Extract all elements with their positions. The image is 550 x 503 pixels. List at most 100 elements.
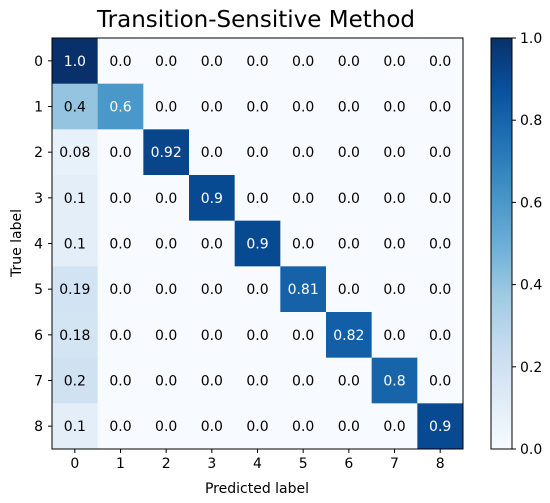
- heatmap-cell: [97, 83, 144, 130]
- heatmap-cell: [280, 83, 327, 130]
- cell-value-label: 0.9: [246, 237, 268, 253]
- heatmap-cell: [189, 38, 236, 85]
- x-tick-label: 5: [299, 456, 308, 472]
- cell-value-label: 0.0: [201, 419, 223, 435]
- x-tick-label: 8: [436, 456, 445, 472]
- cell-value-label: 0.0: [429, 237, 451, 253]
- cell-value-label: 0.0: [155, 100, 177, 116]
- heatmap-cell: [97, 129, 144, 176]
- y-tick-label: 6: [34, 328, 43, 344]
- cell-value-label: 0.0: [383, 100, 405, 116]
- heatmap-cell: [234, 175, 281, 222]
- heatmap-cell: [417, 175, 464, 222]
- cell-value-label: 0.0: [246, 100, 268, 116]
- heatmap-cell: [417, 266, 464, 313]
- cell-value-label: 0.0: [338, 419, 360, 435]
- heatmap-cell: [326, 175, 373, 222]
- heatmap-cell: [234, 312, 281, 359]
- colorbar-tick-label: 0.2: [520, 360, 542, 376]
- heatmap-cell: [371, 266, 418, 313]
- cell-value-label: 0.0: [109, 419, 131, 435]
- cell-value-label: 0.0: [109, 145, 131, 161]
- cell-value-label: 0.0: [246, 328, 268, 344]
- heatmap-cell: [97, 312, 144, 359]
- cell-value-label: 0.0: [246, 145, 268, 161]
- heatmap-cell: [326, 38, 373, 85]
- heatmap-cell: [326, 357, 373, 404]
- heatmap-cell: [280, 220, 327, 267]
- heatmap-cell: [97, 357, 144, 404]
- colorbar-tick-label: 0.6: [520, 195, 542, 211]
- heatmap-cell: [326, 312, 373, 359]
- heatmap-cell: [326, 129, 373, 176]
- cell-value-label: 0.0: [201, 282, 223, 298]
- cell-value-label: 0.0: [429, 145, 451, 161]
- heatmap-cell: [417, 357, 464, 404]
- heatmap-cell: [52, 129, 99, 176]
- heatmap-cell: [189, 129, 236, 176]
- cell-value-label: 0.0: [429, 191, 451, 207]
- heatmap-cell: [97, 220, 144, 267]
- cell-value-label: 0.92: [151, 145, 182, 161]
- cell-value-label: 0.0: [246, 419, 268, 435]
- x-tick-label: 4: [253, 456, 262, 472]
- cell-value-label: 0.0: [155, 374, 177, 390]
- cell-value-label: 0.0: [338, 237, 360, 253]
- heatmap-cell: [371, 220, 418, 267]
- heatmap-cell: [280, 129, 327, 176]
- heatmap-cell: [189, 357, 236, 404]
- heatmap-cell: [143, 38, 190, 85]
- cell-value-label: 0.0: [338, 374, 360, 390]
- cell-value-label: 0.0: [338, 145, 360, 161]
- heatmap-cell: [234, 83, 281, 130]
- heatmap-cell: [326, 403, 373, 450]
- cell-value-label: 0.0: [383, 419, 405, 435]
- cell-value-label: 0.0: [109, 237, 131, 253]
- cell-value-label: 0.0: [292, 100, 314, 116]
- cell-value-label: 0.0: [383, 237, 405, 253]
- cell-value-label: 0.0: [429, 328, 451, 344]
- heatmap-cell: [189, 83, 236, 130]
- cell-value-label: 0.0: [429, 100, 451, 116]
- cell-value-label: 0.0: [155, 54, 177, 70]
- cell-value-label: 0.0: [383, 54, 405, 70]
- heatmap-cells: 1.0 0.0 0.0 0.0 0.0 0.0 0.0 0.0 0.0 0.4 0.6 0.0 0.0 0…: [52, 38, 464, 450]
- heatmap-cell: [52, 403, 99, 450]
- heatmap-cell: [417, 403, 464, 450]
- heatmap-cell: [189, 175, 236, 222]
- cell-value-label: 0.0: [109, 191, 131, 207]
- heatmap-cell: [234, 129, 281, 176]
- cell-value-label: 0.0: [383, 282, 405, 298]
- heatmap-cell: [371, 403, 418, 450]
- heatmap-cell: [371, 357, 418, 404]
- cell-value-label: 0.4: [64, 100, 86, 116]
- colorbar-tick-label: 0.8: [520, 113, 542, 129]
- cell-value-label: 0.81: [288, 282, 319, 298]
- heatmap-cell: [371, 38, 418, 85]
- cell-value-label: 0.0: [338, 191, 360, 207]
- heatmap-cell: [234, 38, 281, 85]
- cell-value-label: 0.1: [64, 419, 86, 435]
- heatmap-cell: [52, 220, 99, 267]
- cell-value-label: 0.0: [109, 54, 131, 70]
- heatmap-cell: [97, 266, 144, 313]
- heatmap-cell: [189, 312, 236, 359]
- heatmap-cell: [143, 83, 190, 130]
- cell-value-label: 0.0: [155, 282, 177, 298]
- chart-title: Transition-Sensitive Method: [96, 7, 415, 33]
- cell-value-label: 0.0: [292, 419, 314, 435]
- cell-value-label: 0.0: [109, 282, 131, 298]
- heatmap-cell: [52, 312, 99, 359]
- cell-value-label: 0.1: [64, 237, 86, 253]
- x-tick-label: 2: [162, 456, 171, 472]
- cell-value-label: 0.0: [201, 100, 223, 116]
- cell-value-label: 0.0: [383, 328, 405, 344]
- cell-value-label: 0.0: [155, 328, 177, 344]
- cell-value-label: 0.0: [429, 374, 451, 390]
- cell-value-label: 0.0: [246, 282, 268, 298]
- cell-value-label: 0.0: [383, 191, 405, 207]
- cell-value-label: 0.0: [201, 54, 223, 70]
- x-tick-label: 1: [116, 456, 125, 472]
- cell-value-label: 0.08: [59, 145, 90, 161]
- y-tick-label: 2: [34, 145, 43, 161]
